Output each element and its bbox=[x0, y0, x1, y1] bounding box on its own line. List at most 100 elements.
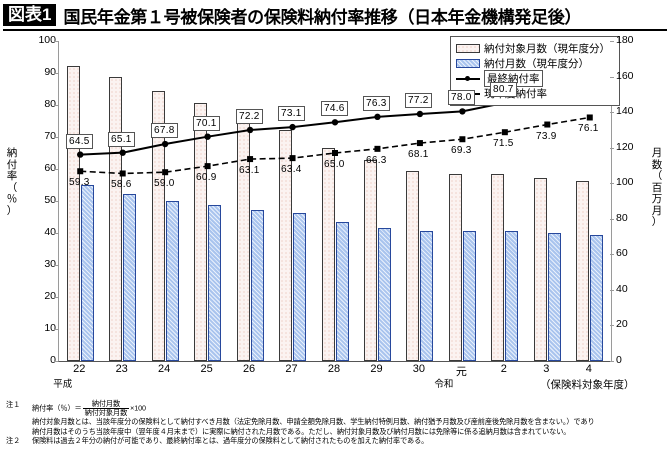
y-axis-left-tickmark bbox=[54, 137, 58, 138]
y-axis-right-tickmark bbox=[610, 76, 614, 78]
bar-paid-months bbox=[420, 231, 434, 361]
final-rate-value-label: 78.0 bbox=[448, 90, 475, 105]
y-axis-left-tickmark bbox=[54, 297, 58, 298]
title-divider bbox=[3, 29, 667, 31]
bar-target-months bbox=[363, 160, 377, 361]
y-axis-right-tick: 40 bbox=[616, 282, 628, 295]
current-rate-marker bbox=[586, 114, 593, 121]
current-rate-value-label: 63.4 bbox=[281, 164, 302, 175]
bar-target-months bbox=[151, 90, 165, 361]
y-axis-right-tickmark bbox=[610, 361, 614, 362]
bar-target-months bbox=[576, 181, 590, 361]
note-2-body: 保険料は過去２年分の納付が可能であり、最終納付率とは、過年度分の保険料として納付… bbox=[32, 436, 429, 446]
note-1-body-line-2: 納付月数はそのうち当該年度中（翌年度４月末まで）に実際に納付された月数である。た… bbox=[32, 426, 571, 436]
note-1-denominator: 納付対象月数 bbox=[84, 408, 128, 417]
x-axis-tick-label: 22 bbox=[73, 363, 86, 375]
y-axis-right-tickmark bbox=[610, 112, 614, 114]
legend-solid-line-icon bbox=[456, 74, 480, 83]
final-rate-value-label: 65.1 bbox=[108, 132, 135, 147]
legend-item-current-rate: 現年度納付率 bbox=[456, 86, 614, 101]
bar-paid-months bbox=[123, 193, 137, 361]
x-axis-tick-label: 23 bbox=[115, 363, 128, 375]
bar-paid-months bbox=[590, 234, 604, 361]
y-axis-left-tick: 70 bbox=[44, 130, 56, 142]
bar-paid-months bbox=[250, 209, 264, 361]
final-rate-value-label: 67.8 bbox=[151, 123, 178, 138]
x-axis-tick-label: 元 bbox=[455, 366, 467, 378]
y-axis-left-tickmark bbox=[54, 41, 58, 42]
y-axis-left-tick: 90 bbox=[44, 66, 56, 78]
y-axis-left-tick: 100 bbox=[38, 34, 56, 46]
current-rate-marker bbox=[162, 169, 169, 176]
y-axis-right-tick: 20 bbox=[616, 318, 628, 331]
bar-target-months bbox=[279, 129, 293, 361]
y-axis-left-tick: 60 bbox=[44, 162, 56, 174]
x-axis-tick-label: 28 bbox=[327, 363, 341, 375]
y-axis-right-tickmark bbox=[610, 183, 614, 185]
legend-label-target-months: 納付対象月数（現年度分） bbox=[484, 43, 610, 55]
y-axis-right-tickmark bbox=[610, 289, 614, 291]
current-rate-marker bbox=[501, 129, 508, 136]
y-axis-left-tick: 40 bbox=[44, 226, 56, 238]
chart-notes: 注１ 納付率（％）＝ 納付月数 納付対象月数 ×100 納付対象月数とは、当該年度分の… bbox=[6, 400, 666, 446]
y-axis-right-tick: 0 bbox=[616, 354, 622, 366]
final-rate-marker bbox=[204, 133, 211, 140]
x-axis-tick-label: 29 bbox=[370, 363, 383, 375]
x-axis-tick-label: 3 bbox=[543, 363, 550, 375]
final-rate-marker bbox=[331, 119, 339, 126]
y-axis-right-tickmark bbox=[610, 218, 614, 220]
current-rate-value-label: 63.1 bbox=[239, 165, 260, 176]
final-rate-value-label: 64.5 bbox=[66, 134, 93, 149]
x-axis-tick-label: 26 bbox=[242, 363, 256, 375]
y-axis-left-tickmark bbox=[54, 265, 58, 266]
y-axis-left-tickmark bbox=[54, 105, 58, 106]
legend-item-paid-months: 納付月数（現年度分） bbox=[456, 56, 614, 71]
current-rate-marker bbox=[119, 170, 126, 177]
chart-plot-area bbox=[58, 41, 612, 362]
y-axis-left-tick: 30 bbox=[44, 258, 56, 270]
note-1-tag: 注１ bbox=[6, 400, 21, 409]
current-rate-marker bbox=[247, 156, 254, 163]
y-axis-left-tick: 10 bbox=[44, 322, 56, 334]
note-1-fraction: 納付月数 納付対象月数 bbox=[82, 400, 130, 417]
legend-label-paid-months: 納付月数（現年度分） bbox=[484, 58, 589, 70]
y-axis-right-tick: 180 bbox=[616, 34, 634, 46]
x-axis-tick-label: 25 bbox=[200, 363, 213, 375]
bar-target-months bbox=[406, 170, 420, 361]
final-rate-marker bbox=[459, 108, 466, 115]
bar-paid-months bbox=[208, 204, 222, 361]
final-rate-value-label: 73.1 bbox=[278, 106, 305, 121]
bar-paid-months bbox=[505, 231, 519, 361]
x-axis-tick-label: 2 bbox=[500, 363, 507, 375]
current-rate-value-label: 58.6 bbox=[111, 179, 132, 190]
y-axis-left-tickmark bbox=[54, 169, 58, 170]
bar-paid-months bbox=[165, 201, 179, 361]
note-1-numerator: 納付月数 bbox=[82, 400, 130, 409]
bar-target-months bbox=[236, 117, 250, 361]
current-rate-value-label: 65.0 bbox=[324, 159, 345, 170]
x-axis-era-heisei: 平成 bbox=[53, 379, 73, 390]
final-rate-value-label: 80.7 bbox=[490, 82, 517, 97]
bar-target-months bbox=[448, 174, 462, 361]
bar-target-months bbox=[321, 147, 335, 361]
current-rate-value-label: 59.0 bbox=[154, 178, 175, 189]
bar-paid-months bbox=[335, 222, 349, 361]
y-axis-left-tick: 0 bbox=[50, 354, 56, 366]
x-axis-tick-label: 30 bbox=[412, 363, 426, 375]
current-rate-marker bbox=[374, 145, 381, 152]
note-1-formula: 納付率（％）＝ 納付月数 納付対象月数 ×100 bbox=[32, 400, 146, 417]
y-axis-right-tickmark bbox=[610, 147, 614, 149]
x-axis-tick-label: 4 bbox=[585, 363, 592, 375]
y-axis-right-tick: 160 bbox=[616, 69, 634, 82]
final-rate-marker bbox=[77, 151, 84, 158]
legend-swatch-paid-months-icon bbox=[456, 59, 480, 68]
current-rate-value-label: 76.1 bbox=[578, 123, 599, 134]
final-rate-value-label: 76.3 bbox=[363, 96, 390, 111]
y-axis-left-tickmark bbox=[54, 201, 58, 202]
final-rate-value-label: 74.6 bbox=[321, 101, 348, 116]
bar-paid-months bbox=[377, 227, 391, 361]
y-axis-right-tick: 100 bbox=[616, 176, 634, 189]
final-rate-value-label: 77.2 bbox=[405, 93, 432, 108]
y-axis-right-tickmark bbox=[610, 254, 614, 256]
legend-item-target-months: 納付対象月数（現年度分） bbox=[456, 41, 614, 56]
